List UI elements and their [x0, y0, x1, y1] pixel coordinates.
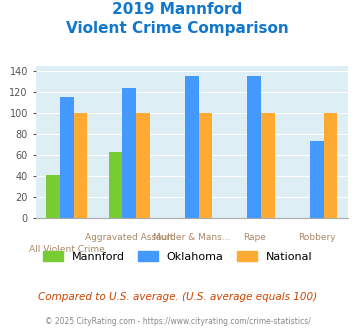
Text: © 2025 CityRating.com - https://www.cityrating.com/crime-statistics/: © 2025 CityRating.com - https://www.city… — [45, 317, 310, 326]
Text: 2019 Mannford: 2019 Mannford — [113, 2, 242, 16]
Text: Aggravated Assault: Aggravated Assault — [85, 233, 174, 242]
Bar — [46, 175, 60, 218]
Bar — [185, 77, 198, 218]
Text: Robbery: Robbery — [298, 233, 335, 242]
Bar — [109, 152, 122, 218]
Text: All Violent Crime: All Violent Crime — [29, 245, 105, 254]
Bar — [60, 97, 73, 218]
Bar — [198, 113, 212, 218]
Text: Rape: Rape — [243, 233, 266, 242]
Bar — [261, 113, 275, 218]
Bar — [247, 77, 261, 218]
Bar — [310, 141, 323, 218]
Text: Violent Crime Comparison: Violent Crime Comparison — [66, 21, 289, 36]
Bar — [73, 113, 87, 218]
Legend: Mannford, Oklahoma, National: Mannford, Oklahoma, National — [38, 247, 317, 266]
Text: Murder & Mans...: Murder & Mans... — [153, 233, 230, 242]
Bar — [323, 113, 337, 218]
Text: Compared to U.S. average. (U.S. average equals 100): Compared to U.S. average. (U.S. average … — [38, 292, 317, 302]
Bar — [122, 88, 136, 218]
Bar — [136, 113, 150, 218]
